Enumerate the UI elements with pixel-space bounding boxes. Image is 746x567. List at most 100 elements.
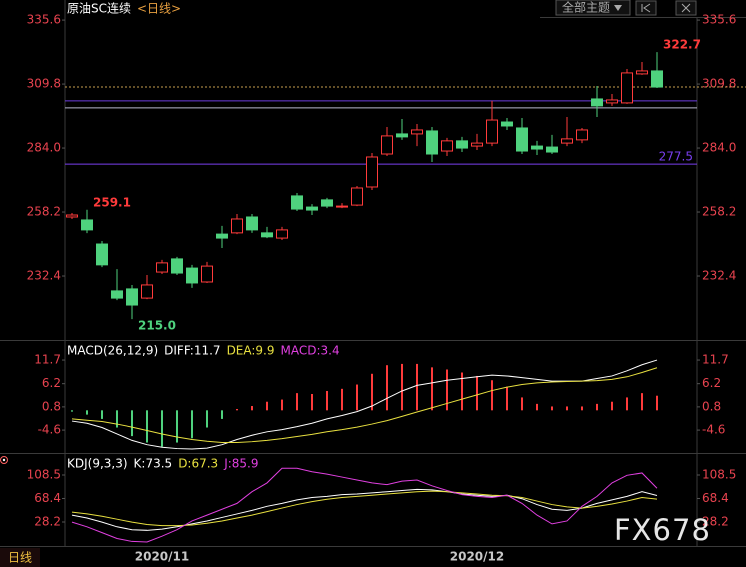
candle-body <box>186 267 198 284</box>
macd-bar <box>656 395 658 411</box>
y-tick-label-left: 284.0 <box>27 141 61 155</box>
macd-bar <box>581 406 583 411</box>
candle-body <box>591 98 603 107</box>
panel-icon[interactable] <box>0 456 8 464</box>
x-tick-label: 2020/12 <box>450 550 504 564</box>
legend-entry: DIFF:11.7 <box>164 344 220 358</box>
macd-bar <box>386 365 388 411</box>
candle-body <box>276 229 288 239</box>
theme-button-label[interactable]: 全部主题 <box>562 0 610 15</box>
candle-body <box>441 140 453 152</box>
candle-body <box>141 284 153 299</box>
candle-body <box>546 146 558 153</box>
y-tick-label-right: 284.0 <box>702 141 736 155</box>
theme-button[interactable] <box>555 0 631 16</box>
macd-bar <box>491 380 493 411</box>
candle-body <box>606 99 618 104</box>
macd-bar <box>371 373 373 411</box>
toolbar: 全部主题 <box>555 0 697 16</box>
legend-entry: DEA:9.9 <box>227 344 275 358</box>
macd-bar <box>431 367 433 411</box>
macd-bar <box>101 410 103 419</box>
y-tick-label-right: 232.4 <box>702 269 736 283</box>
period-label[interactable]: 日线 <box>8 551 32 565</box>
candle-body <box>126 288 138 306</box>
legend-entry: D:67.3 <box>178 457 218 471</box>
candle-body <box>156 262 168 273</box>
macd-bar <box>326 390 328 411</box>
legend-entry: J:85.9 <box>223 457 258 471</box>
macd-bar <box>146 410 148 443</box>
indicator-line <box>71 467 658 543</box>
y-tick-label-right: 335.6 <box>702 13 736 27</box>
candle-body <box>216 233 228 239</box>
y-tick-label-right: 309.8 <box>702 77 736 91</box>
candle-body <box>336 205 348 208</box>
price-annotation: 322.7 <box>663 38 701 52</box>
y-tick-label-left: -4.6 <box>38 423 61 437</box>
macd-bar <box>341 388 343 411</box>
macd-bar <box>446 369 448 411</box>
y-tick-label-right: -4.6 <box>702 423 725 437</box>
y-tick-label-left: 11.7 <box>34 353 61 367</box>
macd-bar <box>416 363 418 411</box>
candle-body <box>516 127 528 152</box>
candle-body <box>381 135 393 155</box>
macd-bar <box>641 393 643 411</box>
candle-body <box>411 129 423 135</box>
price-annotation: 215.0 <box>138 319 176 333</box>
panel-icon-dot <box>2 458 6 462</box>
macd-bar <box>566 406 568 411</box>
period-tab[interactable] <box>0 548 40 567</box>
price-annotation: 259.1 <box>93 195 131 209</box>
candle-body <box>96 243 108 266</box>
indicator-line <box>71 490 658 527</box>
macd-bar <box>251 406 253 411</box>
candle-body <box>396 133 408 138</box>
macd-bar <box>176 410 178 443</box>
macd-bar <box>296 393 298 411</box>
macd-bar <box>401 363 403 411</box>
chart-subtitle: <日线> <box>137 2 181 16</box>
y-tick-label-right: 68.4 <box>702 491 729 505</box>
candle-body <box>426 130 438 155</box>
collapse-button[interactable] <box>635 0 657 16</box>
candle-body <box>471 142 483 147</box>
dropdown-arrow[interactable] <box>614 5 622 11</box>
candle-body <box>561 138 573 144</box>
candle-body <box>81 219 93 231</box>
macd-bar <box>116 410 118 428</box>
macd-bar <box>161 410 163 447</box>
legend-entry: K:73.5 <box>134 457 173 471</box>
y-tick-label-right: 28.2 <box>702 515 729 529</box>
panel-title: KDJ(9,3,3) <box>67 457 128 471</box>
candle-body <box>321 199 333 207</box>
y-tick-label-left: 108.5 <box>27 468 61 482</box>
macd-bar <box>551 406 553 411</box>
legend-entry: MACD:3.4 <box>281 344 340 358</box>
macd-bar <box>266 401 268 411</box>
macd-bar <box>236 409 238 411</box>
macd-bar <box>86 410 88 415</box>
candle-body <box>201 265 213 283</box>
y-tick-label-left: 6.2 <box>42 376 61 390</box>
macd-bar <box>596 403 598 411</box>
y-tick-label-left: 0.8 <box>42 399 61 413</box>
candle-body <box>291 195 303 210</box>
y-tick-label-right: 6.2 <box>702 376 721 390</box>
macd-bar <box>476 375 478 411</box>
collapse-icon <box>641 3 651 13</box>
macd-bar <box>626 397 628 411</box>
candle-body <box>576 129 588 141</box>
candle-body <box>246 216 258 231</box>
y-tick-label-left: 335.6 <box>27 13 61 27</box>
candle-body <box>636 70 648 75</box>
candle-body <box>351 187 363 206</box>
macd-bar <box>221 410 223 419</box>
y-tick-label-left: 68.4 <box>34 491 61 505</box>
candle-body <box>171 258 183 274</box>
macd-bar <box>356 384 358 411</box>
y-tick-label-right: 108.5 <box>702 468 736 482</box>
level-label: 277.5 <box>659 150 693 164</box>
